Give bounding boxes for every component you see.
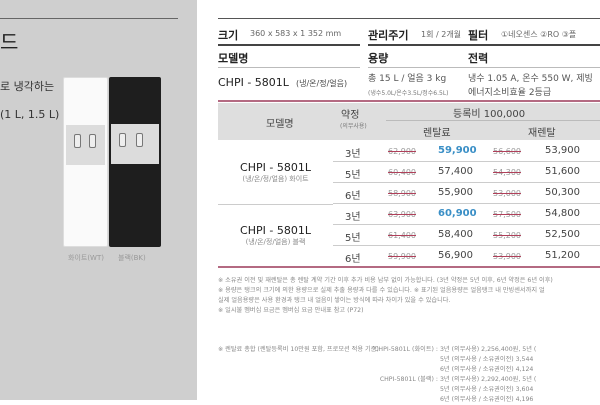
rerental-price: 51,200 [545, 250, 580, 261]
group-model: CHPI - 5801L (냉/온/정/얼음) 블랙 [218, 224, 333, 247]
model-sub: (냉/온/정/얼음) [296, 79, 348, 88]
model-name: CHPI - 5801L [240, 161, 311, 174]
size-label: 크기 [218, 29, 239, 42]
rerental-price: 50,300 [545, 187, 580, 198]
divider [0, 18, 178, 19]
totals-value: 6년 (의무사용 / 소유권이전) 4,124 [440, 366, 534, 373]
old-rerental-price: 55,200 [493, 231, 521, 240]
totals-value: 5년 (의무사용 / 소유권이전) 3,544 [440, 356, 534, 363]
term: 5년 [345, 233, 361, 244]
term: 5년 [345, 170, 361, 181]
filter-value: ①네오센스 ②RO ③플 [501, 30, 577, 39]
power-value: 냉수 1.05 A, 온수 550 W, 제빙 [468, 74, 593, 84]
caption-black: 블랙(BK) [118, 254, 146, 262]
divider [218, 18, 600, 19]
totals-model: CHPI-5801L (블랙) : [379, 376, 438, 383]
rental-price: 55,900 [438, 187, 473, 198]
totals-value: 6년 (의무사용 / 소유권이전) 4,196 [440, 396, 534, 403]
old-rerental-price: 53,900 [493, 252, 521, 261]
header-rental: 렌탈료 [423, 128, 451, 139]
black-dispenser-image [109, 77, 161, 247]
rental-price: 56,900 [438, 250, 473, 261]
table-row: 6년 59,900 56,900 53,900 51,200 [333, 246, 600, 267]
header-fee: 등록비 100,000 [453, 109, 526, 120]
old-rental-price: 60,400 [388, 168, 416, 177]
header-model: 모델명 [266, 119, 294, 130]
old-rental-price: 62,900 [388, 147, 416, 156]
old-rerental-price: 53,000 [493, 189, 521, 198]
cycle-value: 1회 / 2개월 [421, 30, 462, 39]
footnote: 실제 얼음용량은 사용 환경과 탱크 내 얼음이 쌓이는 방식에 따라 차이가 … [218, 297, 451, 304]
old-rental-price: 63,900 [388, 210, 416, 219]
capacity-sub: (냉수5.0L/온수3.5L/정수6.5L) [368, 90, 449, 97]
power-sub: 에너지소비효율 2등급 [468, 88, 552, 98]
header-rerental: 재렌탈 [528, 128, 556, 139]
footnote: ※ 소유권 이전 및 재렌탈은 총 렌탈 계약 기간 이후 추가 비용 납부 없… [218, 277, 553, 284]
spec-page: 크기 360 x 583 x 1 352 mm 관리주기 1회 / 2개월 필터… [218, 0, 600, 403]
group-model: CHPI - 5801L (냉/온/정/얼음) 화이트 [218, 161, 333, 184]
power-label: 전력 [468, 52, 489, 65]
product-title: 드 [0, 30, 19, 54]
totals-model: CHPI-5801L (화이트) : [374, 346, 438, 353]
rerental-price: 51,600 [545, 166, 580, 177]
table-row: 3년 63,900 60,900 57,500 54,800 [333, 204, 600, 225]
model-label: 모델명 [218, 52, 249, 65]
table-row: 3년 62,900 59,900 56,600 53,900 [333, 141, 600, 162]
white-dispenser-image [63, 77, 108, 247]
cycle-label: 관리주기 [368, 29, 409, 42]
capacity-value: 총 15 L / 얼음 3 kg [368, 74, 447, 84]
table-row: 5년 60,400 57,400 54,300 51,600 [333, 162, 600, 183]
term: 6년 [345, 191, 361, 202]
capacity-label: 용량 [368, 52, 389, 65]
table-row: 5년 61,400 58,400 55,200 52,500 [333, 225, 600, 246]
model-value: CHPI - 5801L [218, 76, 289, 89]
old-rerental-price: 54,300 [493, 168, 521, 177]
header-term-sub: (의무사용) [340, 123, 367, 130]
model-variant: (냉/온/정/얼음) 블랙 [245, 238, 306, 246]
rental-price: 58,400 [438, 229, 473, 240]
description: 로 냉각하는 [0, 80, 55, 93]
term: 6년 [345, 254, 361, 265]
rental-price: 59,900 [438, 145, 477, 156]
footnote: ※ 용량은 탱크의 크기에 의한 용량으로 실제 추출 용량과 다를 수 있습니… [218, 287, 545, 294]
model-variant: (냉/온/정/얼음) 화이트 [242, 175, 309, 183]
divider [218, 266, 600, 268]
rental-price: 60,900 [438, 208, 477, 219]
totals-value: 3년 (의무사용) 2,256,400원, 5년 ( [440, 346, 537, 353]
model-name: CHPI - 5801L [240, 224, 311, 237]
old-rerental-price: 56,600 [493, 147, 521, 156]
ice-size: (1 L, 1.5 L) [0, 108, 60, 121]
table-row: 6년 58,900 55,900 53,000 50,300 [333, 183, 600, 204]
old-rerental-price: 57,500 [493, 210, 521, 219]
rental-price: 57,400 [438, 166, 473, 177]
totals-label: ※ 렌탈료 총합 (렌탈등록비 10만원 포함, 프로모션 적용 기준) [218, 346, 379, 353]
filter-label: 필터 [468, 29, 489, 42]
old-rental-price: 61,400 [388, 231, 416, 240]
rerental-price: 52,500 [545, 229, 580, 240]
divider [218, 100, 600, 102]
totals-value: 3년 (의무사용) 2,292,400원, 5년 ( [440, 376, 537, 383]
rerental-price: 54,800 [545, 208, 580, 219]
old-rental-price: 58,900 [388, 189, 416, 198]
caption-white: 화이트(WT) [68, 254, 104, 262]
footnote: ※ 일시불 멤버십 요금은 멤버십 요금 안내표 참고 (P72) [218, 307, 364, 314]
rerental-price: 53,900 [545, 145, 580, 156]
size-value: 360 x 583 x 1 352 mm [250, 29, 342, 38]
price-table-header: 모델명 약정 (의무사용) 등록비 100,000 렌탈료 재렌탈 [218, 103, 600, 140]
old-rental-price: 59,900 [388, 252, 416, 261]
totals-value: 5년 (의무사용 / 소유권이전) 3,604 [440, 386, 534, 393]
term: 3년 [345, 212, 361, 223]
term: 3년 [345, 149, 361, 160]
header-term: 약정 [341, 110, 360, 121]
product-panel: 드 로 냉각하는 (1 L, 1.5 L) 화이트(WT) 블랙(BK) [0, 0, 197, 400]
